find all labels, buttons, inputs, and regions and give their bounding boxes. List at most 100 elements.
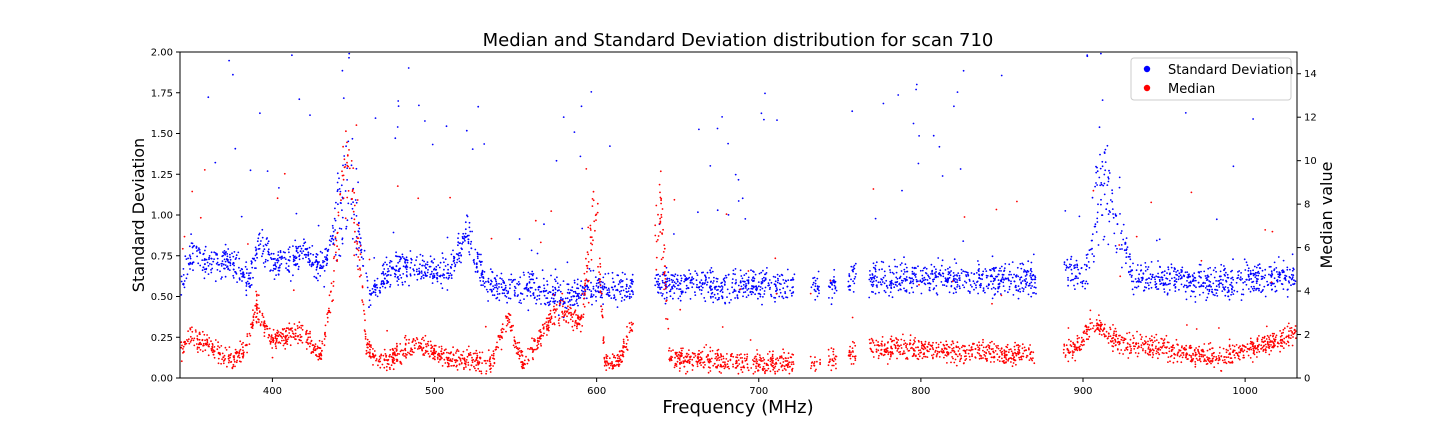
std-point [1213,276,1216,279]
std-point [424,266,427,269]
std-point [402,265,405,268]
median-point [1088,328,1091,331]
median-point [1261,336,1264,339]
std-point [317,262,319,265]
median-point [774,370,776,373]
std-point [760,271,763,274]
median-point [342,197,345,200]
median-point [316,355,318,358]
std-point [376,277,379,280]
std-point [237,251,240,254]
std-point [989,268,991,271]
median-point [1098,333,1101,335]
median-point [830,347,833,349]
median-point [887,353,890,356]
std-point [791,277,794,279]
std-point [500,283,503,285]
std-point [327,248,330,251]
std-point [1257,287,1259,290]
std-point [401,283,404,286]
std-point [478,253,480,256]
std-point [1004,263,1007,265]
median-point [625,342,628,345]
std-point [1161,278,1164,281]
std-point [338,177,340,180]
median-point [547,320,550,322]
std-point [210,271,213,274]
median-point [660,216,663,219]
std-point [506,292,509,295]
std-point [754,273,757,276]
std-point [231,252,233,255]
std-point [712,280,715,282]
std-point [589,270,592,272]
std-point [418,267,420,270]
median-point [1275,334,1278,337]
std-point [554,300,557,302]
median-point [571,320,574,323]
std-point [528,281,531,284]
std-point [569,304,572,306]
std-point [1293,282,1296,285]
std-point [232,268,235,271]
std-point [312,264,315,266]
median-point [501,323,504,326]
std-point [1270,284,1273,287]
std-point [596,279,599,282]
std-point [1015,289,1018,292]
std-point [1281,283,1284,286]
std-point [774,285,777,288]
std-point [884,274,886,277]
std-point [871,285,874,288]
std-point [575,292,577,294]
median-point [1091,322,1093,324]
std-point [1240,272,1242,274]
median-point [1173,347,1175,349]
std-point [1268,266,1271,268]
median-point [1144,350,1147,352]
median-point [1025,356,1028,359]
median-point [548,326,550,329]
std-point [968,290,971,293]
std-point [297,245,300,248]
std-point [375,284,378,286]
median-point [548,317,551,320]
std-point [478,260,481,263]
std-point [514,287,517,289]
std-point [450,267,452,269]
std-point [513,294,516,296]
std-point [1215,270,1217,273]
median-point [696,363,699,365]
std-point [1163,274,1166,277]
median-point [995,208,998,211]
std-point [483,285,486,288]
std-point [774,300,776,303]
median-point [707,366,710,368]
std-point [229,258,232,261]
median-point [1137,342,1140,345]
std-point [814,298,817,301]
std-point [912,122,915,125]
std-point [580,294,583,297]
std-point [1136,264,1139,266]
std-point [968,278,971,281]
median-point [599,284,602,287]
std-point [620,286,622,288]
std-point [381,264,384,267]
median-point [570,313,573,316]
std-point [592,285,595,288]
median-point [982,341,984,344]
std-point [702,271,704,274]
std-point [421,264,423,267]
std-point [778,275,781,277]
median-point [743,366,746,369]
std-point [603,286,606,289]
std-point [955,262,958,264]
median-point [574,320,577,323]
std-point [816,285,819,288]
std-point [1261,269,1264,272]
std-point [834,287,837,290]
median-point [536,339,539,342]
median-point [1147,346,1150,349]
std-point [740,275,743,277]
